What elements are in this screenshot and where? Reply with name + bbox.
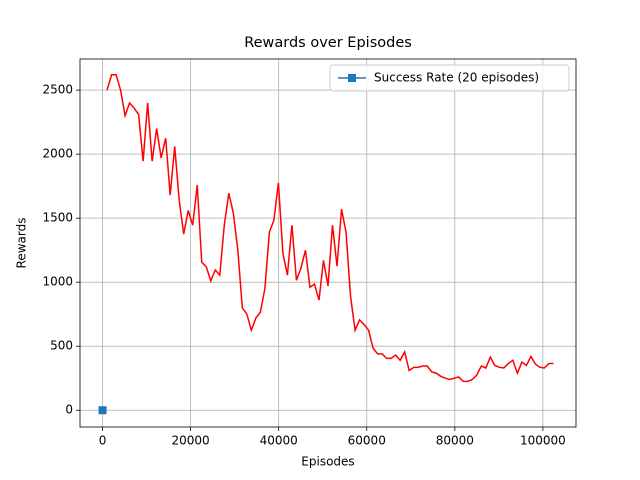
x-tick-label: 0 [99,434,107,448]
axes-frame [79,58,577,428]
y-tick-label: 500 [50,339,73,353]
x-tick-label: 20000 [172,434,210,448]
y-tick-label: 2500 [42,83,73,97]
y-tick-label: 0 [65,403,73,417]
x-tick-label: 40000 [260,434,298,448]
legend-label: Success Rate (20 episodes) [374,71,539,85]
y-tick-label: 2000 [42,147,73,161]
legend-box [329,64,570,92]
y-tick-label: 1500 [42,211,73,225]
series-line [106,73,554,383]
x-axis-label: Episodes [301,455,354,469]
y-tick-label: 1000 [42,275,73,289]
legend-marker [348,74,356,82]
y-axis-label: Rewards [15,218,29,269]
x-tick-label: 60000 [348,434,386,448]
chart-title: Rewards over Episodes [244,35,412,51]
point-marker [98,406,107,415]
x-tick-label: 80000 [436,434,474,448]
x-tick-label: 100000 [520,434,566,448]
